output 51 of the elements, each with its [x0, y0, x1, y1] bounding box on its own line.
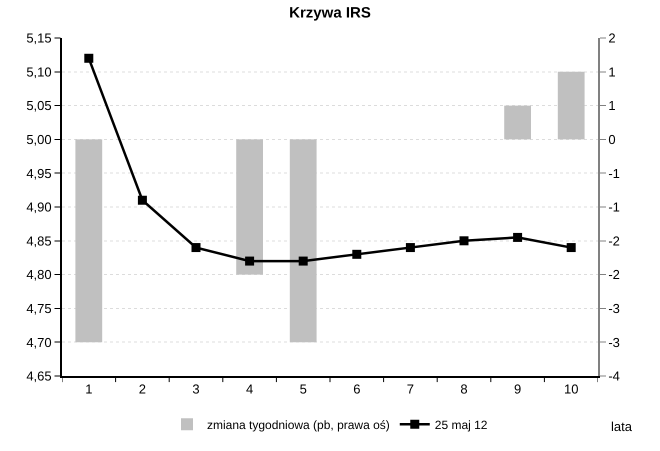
x-tick-label: 4: [246, 381, 254, 396]
y2-tick-label: 1: [608, 64, 616, 80]
bar: [236, 139, 263, 275]
y2-tick-label: -1: [608, 200, 620, 215]
y2-tick-label: 0: [608, 132, 616, 147]
x-tick-label: 7: [406, 381, 414, 396]
x-axis-title: lata: [611, 419, 633, 434]
y2-tick-label: -3: [608, 334, 620, 350]
x-tick-label: 9: [514, 381, 522, 396]
x-tick-label: 5: [300, 381, 307, 396]
point: [566, 243, 576, 252]
legend-label: 25 maj 12: [434, 418, 488, 432]
point: [460, 236, 468, 246]
y2-tick-label: 1: [608, 98, 616, 114]
bar: [75, 139, 102, 342]
y2-tick-label: -2: [608, 233, 620, 248]
y-tick-label: 5,00: [26, 132, 52, 147]
point: [352, 250, 362, 259]
point: [513, 232, 522, 242]
y-tick-label: 4,90: [26, 200, 52, 215]
y-tick-label: 5,10: [26, 64, 52, 80]
x-tick-label: 10: [564, 381, 578, 396]
y-tick-label: 4,75: [26, 300, 52, 316]
point: [406, 243, 415, 252]
y2-tick-label: -1: [608, 166, 620, 181]
chart-title: Krzywa IRS: [289, 4, 371, 22]
point: [298, 256, 308, 266]
point: [84, 54, 94, 63]
x-tick-label: 6: [353, 381, 360, 396]
point: [245, 256, 254, 266]
bar: [558, 72, 585, 140]
x-tick-label: 2: [138, 381, 146, 396]
y-tick-label: 5,15: [26, 30, 52, 46]
y-tick-label: 4,85: [26, 233, 52, 248]
point: [192, 243, 200, 252]
y2-tick-label: 2: [608, 30, 616, 46]
x-tick-label: 3: [192, 381, 200, 396]
y2-tick-label: -3: [608, 300, 620, 316]
x-tick-label: 1: [85, 381, 92, 396]
y-tick-label: 4,65: [26, 368, 52, 384]
bar: [504, 106, 531, 140]
legend-label: zmiana tygodniowa (pb, prawa oś): [207, 418, 390, 432]
y-tick-label: 4,70: [26, 334, 52, 350]
y2-tick-label: -2: [608, 267, 620, 282]
bar: [290, 139, 317, 342]
point: [138, 196, 147, 205]
x-tick-label: 8: [460, 381, 468, 396]
y-tick-label: 4,80: [26, 267, 52, 282]
y-tick-label: 5,05: [26, 98, 52, 114]
y2-tick-label: -4: [608, 368, 620, 384]
y-tick-label: 4,95: [26, 166, 52, 181]
